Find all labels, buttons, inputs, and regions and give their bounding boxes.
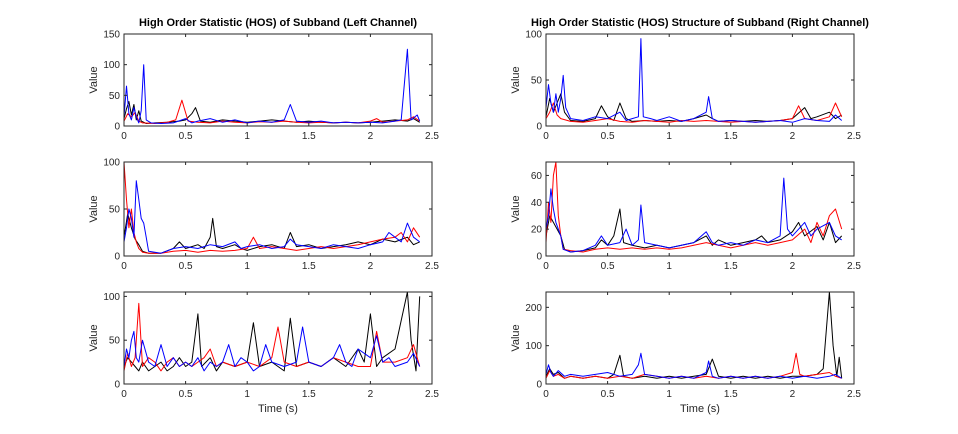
x-tick-label: 1 [244,131,250,142]
y-tick-label: 100 [103,60,120,71]
y-tick-label: 100 [103,158,120,169]
x-tick-label: 2.5 [847,131,861,142]
x-tick-label: 2.5 [847,261,861,272]
y-axis-label: Value [88,66,100,93]
subplot-1: 0 0.5 1 1.5 2 2.5 0 50 100 150 Value High Order Sta… [88,17,439,142]
x-tick-label: 2 [790,389,796,400]
x-tick-label: 1.5 [302,261,316,272]
chart-title: High Order Statistic (HOS) Structure of … [531,17,869,29]
x-tick-label: 2 [368,261,374,272]
x-tick-label: 0.5 [601,131,615,142]
x-tick-label: 0 [121,131,127,142]
x-axis-label: Time (s) [680,403,720,415]
series-line-2 [546,102,843,123]
series-line-3 [124,326,421,372]
x-tick-label: 1.5 [724,261,738,272]
series-line-3 [546,352,842,379]
x-tick-label: 0 [121,261,127,272]
axes-frame [123,291,433,385]
subplot-4: 0 0.5 1 1.5 2 2.5 0 20 40 60 Value [510,161,861,272]
y-axis-label: Value [510,66,522,93]
x-tick-label: 0.5 [601,389,615,400]
subplot-2: 0 0.5 1 1.5 2 2.5 0 50 100 Value High Order Statis… [510,17,869,142]
axes-frame [123,33,433,127]
y-tick-label: 0 [114,122,120,133]
y-axis-label: Value [88,324,100,351]
y-tick-label: 20 [531,225,543,236]
series-line-2 [124,302,421,372]
y-tick-label: 0 [536,252,542,263]
x-tick-label: 1.5 [302,389,316,400]
x-tick-label: 2.5 [847,389,861,400]
x-axis-label: Time (s) [258,403,298,415]
x-tick-label: 1 [666,389,672,400]
x-tick-label: 2 [790,131,796,142]
y-tick-label: 100 [103,292,120,303]
y-tick-label: 0 [114,252,120,263]
x-tick-label: 0 [543,389,549,400]
y-tick-label: 50 [109,205,121,216]
x-tick-label: 1 [666,131,672,142]
x-tick-label: 1 [244,261,250,272]
x-tick-label: 0 [121,389,127,400]
y-tick-label: 40 [531,198,543,209]
x-tick-label: 1.5 [724,389,738,400]
y-tick-label: 50 [531,76,543,87]
y-tick-label: 60 [531,171,543,182]
x-tick-label: 0 [543,131,549,142]
x-tick-label: 2 [368,131,374,142]
x-tick-label: 1.5 [724,131,738,142]
y-axis-label: Value [510,195,522,222]
series-line-2 [546,162,843,253]
x-tick-label: 0.5 [179,389,193,400]
y-tick-label: 100 [525,341,542,352]
y-tick-label: 0 [536,122,542,133]
y-tick-label: 100 [525,30,542,41]
x-tick-label: 2.5 [425,261,439,272]
x-tick-label: 2 [790,261,796,272]
chart-title: High Order Statistic (HOS) of Subband (L… [139,17,417,29]
x-tick-label: 0.5 [179,131,193,142]
series-line-2 [124,162,421,254]
series-line-3 [124,48,421,124]
y-tick-label: 150 [103,30,120,41]
axes-frame [545,291,855,385]
y-axis-label: Value [510,324,522,351]
subplot-5: 0 0.5 1 1.5 2 2.5 0 50 100 Value Time (s) [88,291,439,415]
x-tick-label: 2 [368,389,374,400]
x-tick-label: 1.5 [302,131,316,142]
x-tick-label: 2.5 [425,131,439,142]
x-tick-label: 2.5 [425,389,439,400]
series-line-3 [546,38,843,123]
subplot-3: 0 0.5 1 1.5 2 2.5 0 50 100 Value [88,158,439,273]
x-tick-label: 0.5 [179,261,193,272]
y-tick-label: 0 [536,380,542,391]
x-tick-label: 0.5 [601,261,615,272]
series-line-3 [546,177,842,253]
y-tick-label: 0 [114,380,120,391]
series-line-3 [124,180,421,254]
y-tick-label: 200 [525,303,542,314]
x-tick-label: 1 [244,389,250,400]
axes-frame [545,161,855,257]
y-tick-label: 50 [109,91,121,102]
y-tick-label: 50 [109,336,121,347]
x-tick-label: 0 [543,261,549,272]
series-line-1 [546,93,842,122]
x-tick-label: 1 [666,261,672,272]
y-axis-label: Value [88,195,100,222]
